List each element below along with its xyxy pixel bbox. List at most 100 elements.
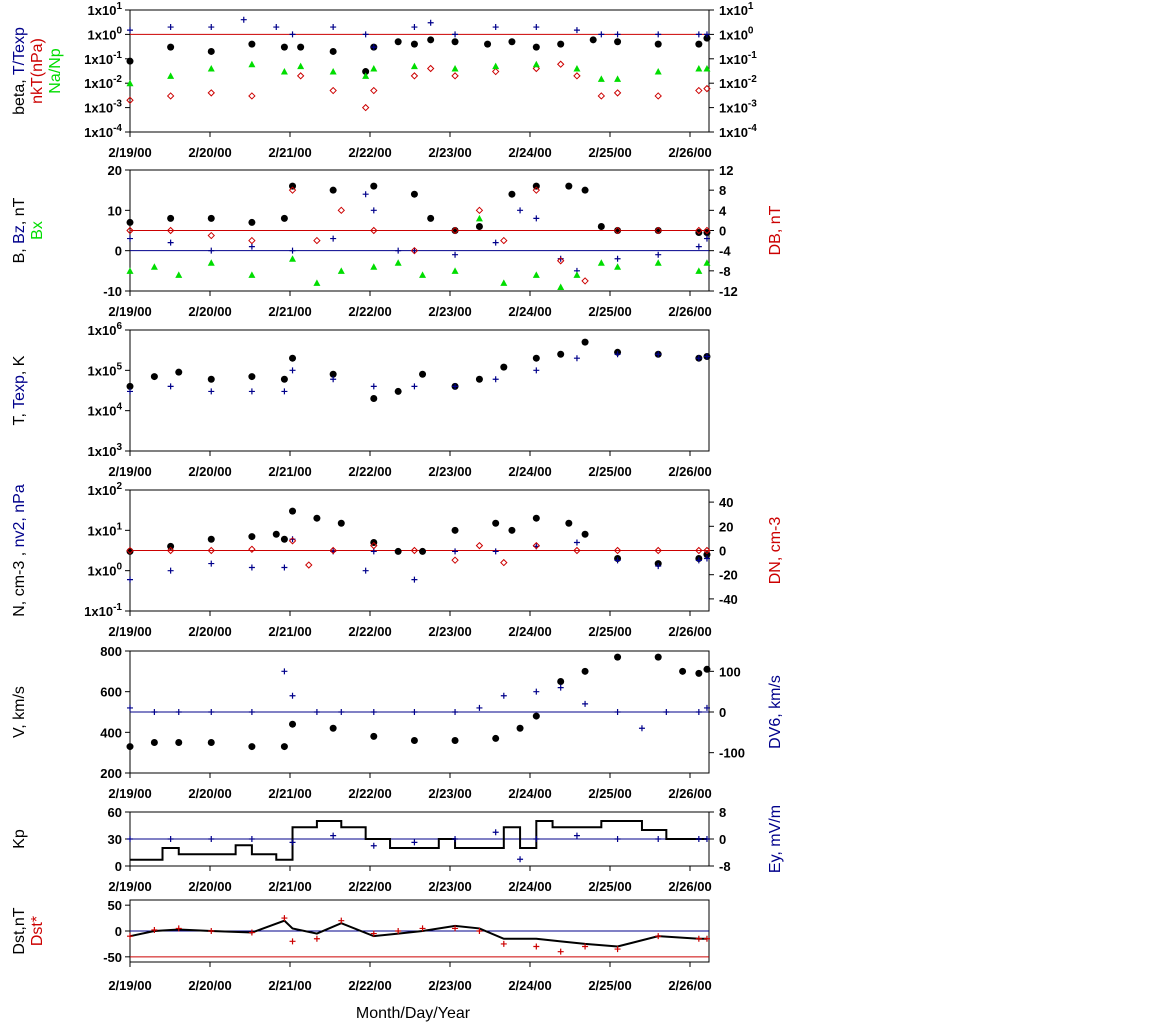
data-point xyxy=(581,277,589,285)
data-point xyxy=(703,555,710,562)
data-point xyxy=(452,709,459,715)
left-axis-title: Kp xyxy=(11,829,28,849)
data-point xyxy=(248,92,256,100)
x-tick-label: 2/19/00 xyxy=(108,464,151,479)
x-tick-label: 2/22/00 xyxy=(348,624,391,639)
data-point xyxy=(248,388,255,395)
data-point xyxy=(614,263,622,270)
data-point xyxy=(126,382,134,390)
y2-tick-label: 0 xyxy=(719,705,726,720)
data-point xyxy=(533,688,540,695)
panel-p5: 2/19/00 2/20/00 2/21/00 2/22/00 2/23/00 2/24/… xyxy=(11,644,784,801)
data-point xyxy=(597,75,605,82)
y-tick-label: 0 xyxy=(115,244,122,259)
data-point xyxy=(370,548,377,555)
right-axis-title: DN, cm-3 xyxy=(767,517,784,585)
data-point xyxy=(281,668,288,675)
data-point xyxy=(573,546,581,555)
plot-frame xyxy=(129,9,710,133)
data-point xyxy=(248,709,255,715)
data-point xyxy=(703,546,711,555)
data-point xyxy=(167,24,174,31)
data-point xyxy=(370,65,378,72)
data-point xyxy=(410,40,418,48)
data-point xyxy=(451,38,459,46)
data-point xyxy=(167,383,174,390)
data-point xyxy=(248,218,256,226)
x-tick-label: 2/21/00 xyxy=(268,978,311,993)
left-axis-title: N, cm-3 , nv2, nPa xyxy=(11,484,28,617)
data-point xyxy=(394,259,402,266)
data-point xyxy=(150,263,158,270)
data-point xyxy=(280,535,288,543)
data-point xyxy=(532,354,540,362)
data-point xyxy=(411,576,418,583)
left-axis-title: Na/Np xyxy=(47,48,64,93)
data-point xyxy=(337,267,345,274)
data-point xyxy=(516,724,524,732)
data-point xyxy=(370,395,378,403)
data-point xyxy=(703,229,711,237)
y2-tick-label: 1x100 xyxy=(719,25,754,42)
data-point xyxy=(638,725,645,732)
x-tick-label: 2/26/00 xyxy=(668,464,711,479)
y2-tick-label: 1x101 xyxy=(719,1,754,18)
data-point xyxy=(207,231,215,240)
data-point xyxy=(452,836,459,842)
data-point xyxy=(208,836,215,842)
x-tick-label: 2/23/00 xyxy=(428,624,471,639)
data-point xyxy=(208,709,215,715)
y2-tick-label: -8 xyxy=(719,859,731,874)
data-point xyxy=(654,40,662,48)
data-point xyxy=(419,547,427,555)
data-point xyxy=(565,519,573,527)
data-point xyxy=(362,31,369,38)
data-point xyxy=(127,388,133,395)
data-point xyxy=(613,546,622,555)
data-point xyxy=(329,47,337,55)
data-point xyxy=(240,16,247,23)
data-point xyxy=(127,27,133,34)
data-point xyxy=(703,235,710,242)
data-point xyxy=(532,186,541,194)
right-axis-title: DB, nT xyxy=(767,205,784,255)
data-point xyxy=(695,836,702,842)
data-point xyxy=(166,92,175,100)
data-point xyxy=(695,557,702,564)
data-point xyxy=(475,222,483,230)
series-nv2 xyxy=(127,536,710,583)
data-point xyxy=(289,354,297,362)
data-point xyxy=(492,239,499,246)
data-point xyxy=(207,65,215,72)
x-tick-label: 2/20/00 xyxy=(188,304,231,319)
y2-tick-label: 20 xyxy=(719,519,733,534)
data-point xyxy=(597,259,605,266)
y-tick-label: 1x106 xyxy=(88,321,123,338)
data-point xyxy=(411,247,418,254)
data-point xyxy=(280,743,288,751)
data-point xyxy=(492,376,499,383)
y2-tick-label: 1x10-2 xyxy=(719,74,757,91)
data-point xyxy=(452,31,459,38)
data-point xyxy=(248,564,255,571)
data-point xyxy=(248,271,256,278)
x-tick-label: 2/19/00 xyxy=(108,978,151,993)
data-point xyxy=(207,47,215,55)
data-point xyxy=(573,27,580,34)
x-tick-label: 2/26/00 xyxy=(668,624,711,639)
data-point xyxy=(451,267,459,274)
data-point xyxy=(517,856,524,863)
data-point xyxy=(654,259,662,266)
data-point xyxy=(370,541,378,550)
data-point xyxy=(248,545,256,553)
x-tick-label: 2/22/00 xyxy=(348,464,391,479)
data-point xyxy=(679,667,687,675)
data-point xyxy=(533,836,540,842)
y2-tick-label: 0 xyxy=(719,544,726,559)
data-point xyxy=(207,546,215,555)
data-point xyxy=(613,226,622,235)
data-point xyxy=(281,915,288,922)
data-point xyxy=(492,24,499,31)
panel-p7: 2/19/00 2/20/00 2/21/00 2/22/00 2/23/00 2/24/… xyxy=(11,898,712,993)
data-point xyxy=(126,57,134,65)
